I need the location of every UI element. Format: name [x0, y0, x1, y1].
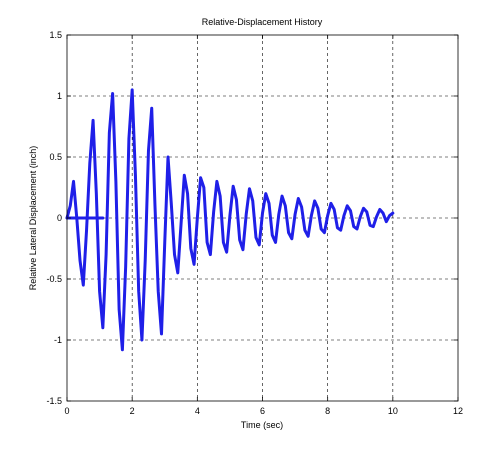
x-tick-label: 0: [64, 406, 69, 416]
y-tick-label: 0.5: [49, 152, 62, 162]
series-layer: [65, 88, 395, 352]
x-tick-label: 10: [388, 406, 398, 416]
x-tick-label: 2: [130, 406, 135, 416]
y-tick-label: 1.5: [49, 30, 62, 40]
y-tick-label: -0.5: [46, 274, 62, 284]
y-tick-label: 1: [57, 91, 62, 101]
tick-labels: 0 2 4 6 8 10 12 1.5 1 0.5 0 -0.5 -1 -1.5: [46, 30, 463, 416]
axes-frame: [66, 34, 459, 402]
y-tick-label: -1.5: [46, 396, 62, 406]
y-tick-label: 0: [57, 213, 62, 223]
x-tick-label: 6: [260, 406, 265, 416]
x-tick-label: 4: [195, 406, 200, 416]
chart-title: Relative-Displacement History: [202, 17, 323, 27]
y-tick-label: -1: [54, 335, 62, 345]
x-axis-label: Time (sec): [241, 420, 283, 430]
x-tick-label: 8: [325, 406, 330, 416]
series-line-1: [65, 88, 395, 352]
x-tick-label: 12: [453, 406, 463, 416]
y-axis-label: Relative Lateral Displacement (inch): [28, 146, 38, 291]
